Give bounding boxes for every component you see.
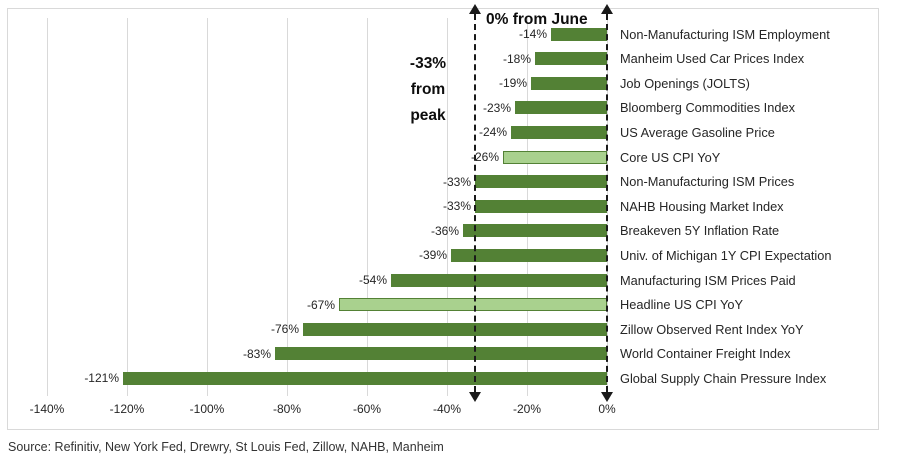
bar-value-label: -39% [418, 248, 447, 263]
bar-value-label: -121% [84, 371, 119, 386]
bar-category-label: Manufacturing ISM Prices Paid [620, 272, 796, 288]
annotation-from-peak-line2: from [410, 81, 446, 98]
bar [535, 52, 607, 66]
reference-line [474, 14, 476, 392]
annotation-from-peak-line1: -33% [409, 55, 447, 72]
reference-line [606, 14, 608, 392]
annotation-from-peak-line3: peak [410, 107, 446, 124]
bar-category-label: Bloomberg Commodities Index [620, 100, 795, 116]
annotation-from-june: 0% from June [486, 11, 588, 28]
gridline [287, 18, 288, 396]
bar-category-label: Breakeven 5Y Inflation Rate [620, 223, 780, 239]
source-note: Source: Refinitiv, New York Fed, Drewry,… [8, 440, 444, 454]
bar-category-label: Univ. of Michigan 1Y CPI Expectation [620, 247, 832, 263]
bar-value-label: -54% [358, 273, 387, 287]
x-tick-label: -60% [352, 402, 381, 416]
bar [391, 273, 607, 287]
gridline [447, 18, 448, 396]
x-tick-label: -80% [272, 402, 301, 416]
bar [451, 248, 607, 262]
bar-category-label: Zillow Observed Rent Index YoY [620, 321, 804, 337]
bar-value-label: -76% [270, 322, 299, 337]
bar-category-label: US Average Gasoline Price [620, 124, 775, 140]
arrow-down-icon [601, 392, 613, 402]
gridline [207, 18, 208, 396]
bar-value-label: -18% [502, 51, 531, 66]
x-tick-label: -20% [512, 402, 541, 416]
bar-value-label: -26% [470, 150, 499, 164]
arrow-up-icon [469, 4, 481, 14]
gridline [47, 18, 48, 396]
bar-value-label: -83% [242, 346, 271, 361]
bar-category-label: Non-Manufacturing ISM Employment [620, 26, 830, 42]
bar-category-label: Manheim Used Car Prices Index [620, 51, 805, 67]
bar [475, 199, 607, 213]
gridline [367, 18, 368, 396]
x-tick-label: -100% [189, 402, 225, 416]
bar-value-label: -19% [498, 76, 527, 91]
arrow-down-icon [469, 392, 481, 402]
bar-value-label: -33% [442, 199, 471, 214]
x-tick-label: -40% [432, 402, 461, 416]
bar-value-label: -14% [518, 27, 547, 41]
bar-category-label: Core US CPI YoY [620, 149, 721, 165]
bar-category-label: Headline US CPI YoY [620, 297, 744, 313]
bar-category-label: Job Openings (JOLTS) [620, 75, 750, 91]
bar [475, 175, 607, 189]
bar-value-label: -33% [442, 174, 471, 189]
bar-category-label: World Container Freight Index [620, 346, 791, 362]
bar-value-label: -23% [482, 100, 511, 115]
x-tick-label: 0% [598, 402, 616, 416]
bar [531, 76, 607, 90]
bar-category-label: NAHB Housing Market Index [620, 198, 784, 214]
x-tick-label: -120% [109, 402, 145, 416]
bar-highlighted [503, 150, 607, 164]
bar-highlighted [339, 298, 607, 312]
bar-category-label: Global Supply Chain Pressure Index [620, 370, 827, 386]
bar-value-label: -24% [478, 125, 507, 140]
bar [275, 347, 607, 361]
bar-category-label: Non-Manufacturing ISM Prices [620, 174, 795, 190]
gridline [127, 18, 128, 396]
bar [463, 224, 607, 238]
bar-value-label: -67% [306, 297, 335, 312]
annotation-from-peak: -33% from peak [396, 51, 460, 129]
arrow-up-icon [601, 4, 613, 14]
x-tick-label: -140% [29, 402, 65, 416]
bar [303, 322, 607, 336]
bar-value-label: -36% [430, 223, 459, 238]
bar [515, 101, 607, 115]
bar [511, 125, 607, 139]
bar [551, 27, 607, 41]
bar [123, 371, 607, 385]
